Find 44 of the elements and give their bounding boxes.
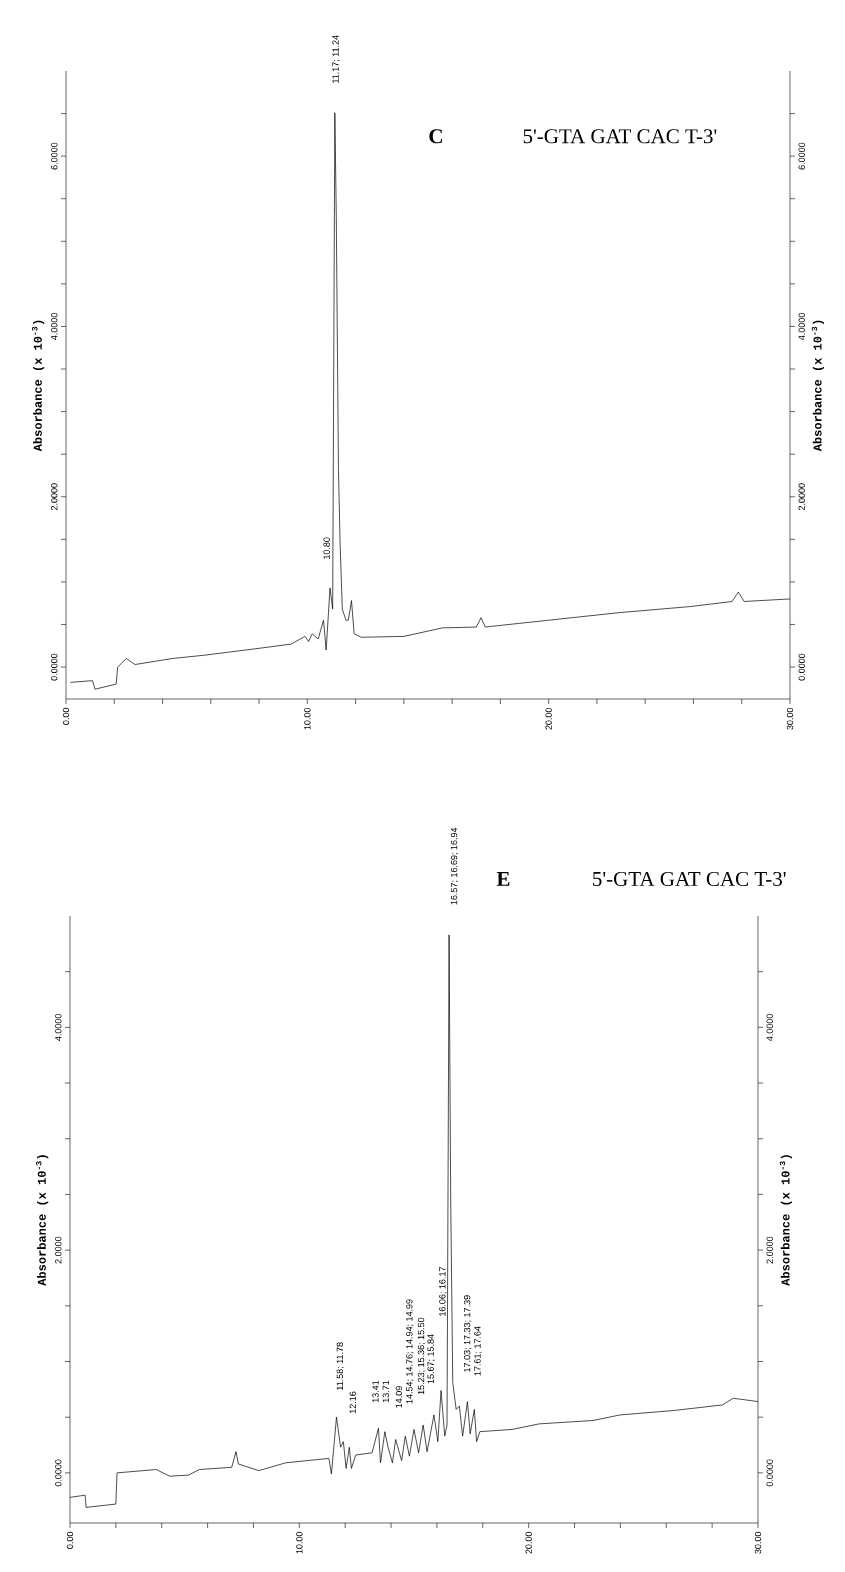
annotation: 14.09 — [395, 1386, 403, 1408]
annotation: 11.17; 11.24 — [332, 35, 340, 83]
chart-subtitle: 5'-GTA GAT CAC T-3' — [593, 871, 786, 887]
y2-tick-label: 2.0000 — [766, 1236, 773, 1264]
x-tick-label: 0.00 — [62, 707, 70, 725]
y-tick-label: 0.0000 — [55, 1459, 62, 1487]
y2-tick-label: 4.0000 — [798, 313, 805, 341]
x-tick-label: 10.00 — [304, 707, 311, 730]
y-tick-label: 4.0000 — [55, 1013, 62, 1041]
x-tick-label: 30.00 — [786, 707, 794, 730]
annotation: 12.16 — [349, 1391, 356, 1414]
y-tick-label: 4.0000 — [51, 313, 58, 341]
text: 16.57; 16.69; 16.94 — [450, 827, 459, 905]
annotation: 17.03; 17.33; 17.39 — [463, 1295, 472, 1372]
y2-tick-label: 2.0000 — [798, 483, 805, 511]
x-tick-label: 20.00 — [545, 707, 552, 730]
y-axis-title: Absorbance (x 10$^{-3}$) — [36, 1155, 49, 1286]
text: 5'-GTA GAT CAC T-3' — [523, 129, 717, 144]
y-tick-label: 6.0000 — [51, 142, 58, 170]
x-tick-label: 0.00 — [66, 1531, 74, 1549]
annotation: 11.58; 11.78 — [336, 1342, 345, 1390]
y2-tick-label: 0.0000 — [798, 653, 805, 681]
y2-tick-label: 6.0000 — [798, 142, 805, 170]
chart-title: E — [496, 872, 510, 886]
y2-tick-label: 4.0000 — [766, 1013, 773, 1041]
x-tick-label: 10.00 — [296, 1531, 303, 1554]
annotation: 16.06; 16.17 — [439, 1267, 447, 1316]
y2-tick-label: 0.0000 — [766, 1459, 773, 1487]
y-tick-label: 2.0000 — [51, 483, 58, 511]
y-tick-label: 0.0000 — [51, 653, 58, 681]
annotation: 15.23; 15.36; 15.50 — [417, 1317, 426, 1395]
x-tick-label: 30.00 — [754, 1531, 762, 1554]
annotation: 14.54; 14.76; 14.94; 14.99 — [406, 1299, 414, 1404]
annotation: 17.61; 17.64 — [474, 1326, 482, 1376]
annotation: 13.41 — [372, 1380, 379, 1403]
y-tick-label: 2.0000 — [55, 1236, 62, 1264]
annotation: 13.71 — [382, 1380, 389, 1403]
annotation: 15.67; 15.84 — [427, 1334, 435, 1384]
y2-axis-title: Absorbance (x 10$^{-3}$) — [811, 320, 824, 452]
text: C — [429, 129, 442, 144]
x-tick-label: 20.00 — [525, 1531, 532, 1554]
y-axis-title: Absorbance (x 10$^{-3}$) — [32, 320, 45, 452]
y2-axis-title: Absorbance (x 10$^{-3}$) — [779, 1155, 792, 1286]
annotation: 10.80 — [323, 537, 330, 559]
